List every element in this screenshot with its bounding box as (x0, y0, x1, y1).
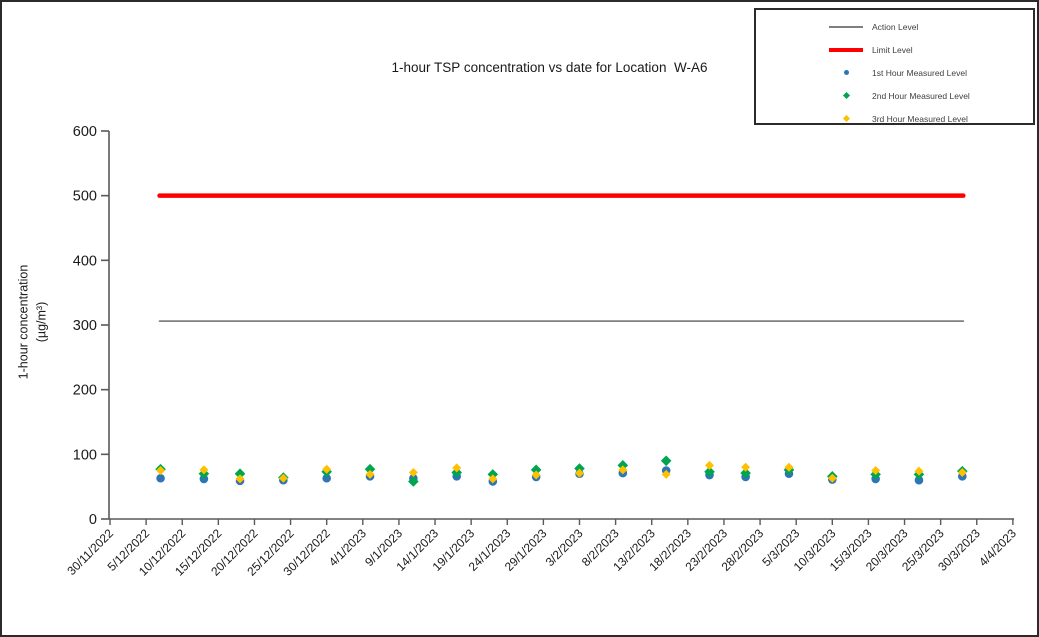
point-3rd-hour-measured-level (408, 467, 418, 477)
point-3rd-hour-measured-level (322, 464, 332, 474)
legend-swatch-1st-hour-measured-level (826, 70, 866, 75)
y-tick-label: 300 (73, 318, 97, 334)
point-3rd-hour-measured-level (278, 473, 288, 483)
point-1st-hour-measured-level (914, 475, 924, 485)
legend: Action Level Limit Level 1st Hour Measured… (754, 8, 1035, 125)
point-3rd-hour-measured-level (452, 463, 462, 473)
marker-swatch (843, 70, 849, 75)
point-3rd-hour-measured-level (741, 462, 751, 472)
legend-item-1st-hour-measured-level: 1st Hour Measured Level (756, 61, 1033, 84)
legend-item-limit-level: Limit Level (756, 38, 1033, 61)
point-2nd-hour-measured-level (617, 460, 629, 471)
point-2nd-hour-measured-level (408, 476, 419, 487)
y-tick-label: 400 (73, 253, 97, 269)
line-swatch (829, 47, 863, 52)
legend-label: 2nd Hour Measured Level (872, 90, 970, 101)
y-tick-label: 100 (73, 447, 97, 463)
legend-swatch-action-level (826, 25, 866, 28)
point-3rd-hour-measured-level (156, 465, 166, 475)
point-3rd-hour-measured-level (235, 474, 245, 484)
point-2nd-hour-measured-level (451, 467, 463, 478)
x-tick-label: 4/1/2023 (326, 526, 369, 569)
point-3rd-hour-measured-level (827, 473, 837, 483)
legend-swatch-3rd-hour-measured-level (826, 114, 866, 123)
point-3rd-hour-measured-level (531, 470, 541, 480)
point-2nd-hour-measured-level (574, 463, 585, 474)
point-3rd-hour-measured-level (488, 474, 498, 484)
legend-label: 3rd Hour Measured Level (872, 113, 968, 124)
x-tick-label: 4/4/2023 (976, 526, 1019, 569)
point-3rd-hour-measured-level (574, 468, 584, 478)
point-2nd-hour-measured-level (530, 464, 542, 476)
point-2nd-hour-measured-level (364, 463, 376, 475)
y-tick-label: 500 (73, 189, 97, 205)
legend-label: Limit Level (872, 44, 913, 55)
point-3rd-hour-measured-level (705, 460, 715, 470)
legend-item-2nd-hour-measured-level: 2nd Hour Measured Level (756, 84, 1033, 107)
marker-swatch (842, 114, 850, 123)
marker-swatch (842, 91, 850, 100)
y-tick-label: 600 (73, 124, 97, 140)
legend-label: Action Level (872, 21, 919, 32)
point-1st-hour-measured-level (156, 473, 165, 483)
x-tick-label: 30/11/2022 (64, 526, 116, 578)
point-3rd-hour-measured-level (871, 465, 881, 475)
point-2nd-hour-measured-level (740, 467, 751, 479)
point-2nd-hour-measured-level (234, 468, 246, 480)
legend-swatch-2nd-hour-measured-level (826, 91, 866, 100)
point-3rd-hour-measured-level (784, 462, 794, 472)
chart-title: 1-hour TSP concentration vs date for Loc… (391, 60, 708, 75)
point-3rd-hour-measured-level (957, 467, 967, 477)
x-tick-label: 3/2/2023 (543, 526, 586, 569)
y-tick-label: 200 (73, 383, 97, 399)
point-3rd-hour-measured-level (914, 466, 924, 476)
legend-item-action-level: Action Level (756, 15, 1033, 38)
legend-label: 1st Hour Measured Level (872, 67, 967, 78)
point-2nd-hour-measured-level (660, 455, 672, 467)
point-3rd-hour-measured-level (199, 465, 209, 475)
legend-swatch-limit-level (826, 47, 866, 52)
point-3rd-hour-measured-level (365, 469, 375, 479)
legend-item-3rd-hour-measured-level: 3rd Hour Measured Level (756, 107, 1033, 130)
line-swatch (829, 25, 863, 28)
point-3rd-hour-measured-level (661, 469, 671, 479)
point-3rd-hour-measured-level (618, 465, 628, 475)
point-2nd-hour-measured-level (487, 469, 499, 480)
point-2nd-hour-measured-level (704, 466, 715, 478)
y-tick-label: 0 (89, 512, 97, 528)
point-1st-hour-measured-level (322, 473, 331, 483)
